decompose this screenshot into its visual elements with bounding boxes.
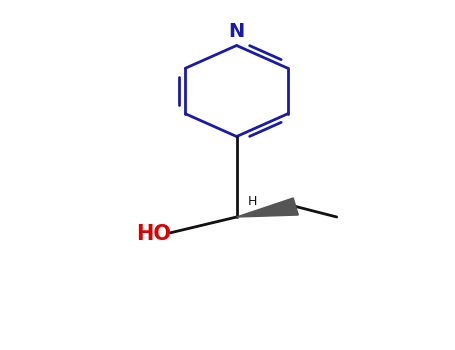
Text: N: N <box>228 22 245 41</box>
Text: H: H <box>248 195 258 208</box>
Text: HO: HO <box>136 224 172 245</box>
Polygon shape <box>237 198 298 217</box>
